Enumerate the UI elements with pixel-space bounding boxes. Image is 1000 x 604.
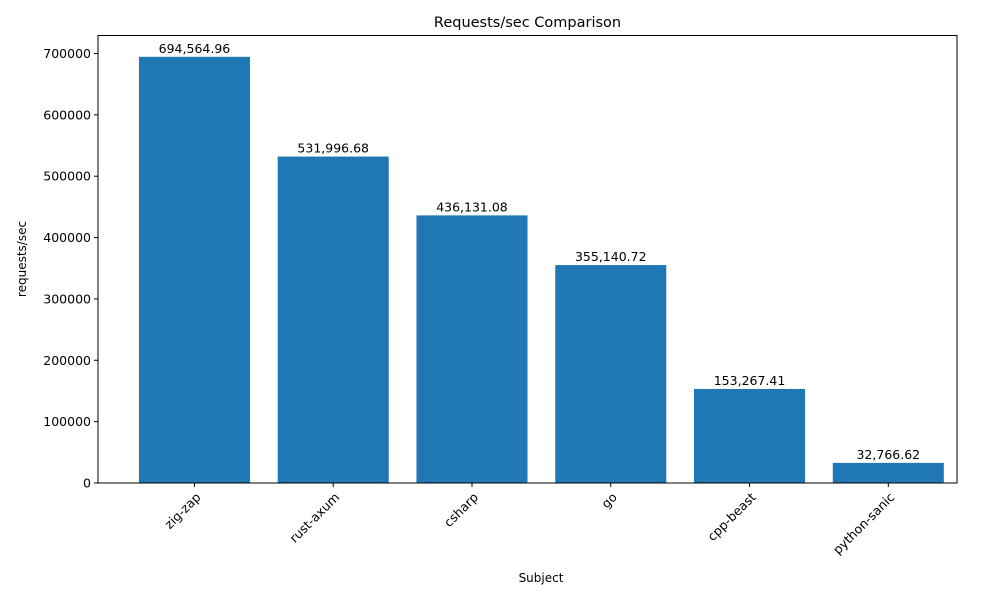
y-tick-label: 0 <box>83 476 91 491</box>
y-tick-label: 400000 <box>43 230 91 245</box>
x-tick-label: csharp <box>441 489 481 529</box>
y-tick-label: 500000 <box>43 169 91 184</box>
y-tick-label: 300000 <box>43 291 91 306</box>
bar-go <box>555 265 667 483</box>
x-tick-label: rust-axum <box>286 490 342 546</box>
bar-value-label: 153,267.41 <box>714 373 786 388</box>
bar-rust-axum <box>277 156 389 483</box>
bar-value-label: 531,996.68 <box>297 141 369 156</box>
bar-value-label: 436,131.08 <box>436 199 508 214</box>
x-tick-label: zig-zap <box>161 489 203 531</box>
bar-cpp-beast <box>694 388 806 483</box>
chart-title: Requests/sec Comparison <box>434 15 621 31</box>
bar-value-label: 32,766.62 <box>856 447 920 462</box>
bar-python-sanic <box>832 462 944 483</box>
x-tick-label: go <box>598 490 620 512</box>
bar-value-label: 694,564.96 <box>159 41 231 56</box>
y-tick-label: 700000 <box>43 46 91 61</box>
y-tick-label: 100000 <box>43 414 91 429</box>
y-axis-label: requests/sec <box>15 221 29 297</box>
y-tick-label: 600000 <box>43 107 91 122</box>
y-tick-label: 200000 <box>43 353 91 368</box>
plot-frame <box>97 35 958 484</box>
bar-value-label: 355,140.72 <box>575 249 647 264</box>
x-tick-label: python-sanic <box>830 489 898 557</box>
bar-zig-zap <box>138 56 250 484</box>
bar-csharp <box>416 215 528 484</box>
x-tick-label: cpp-beast <box>704 489 758 543</box>
x-axis-label: Subject <box>519 571 564 585</box>
